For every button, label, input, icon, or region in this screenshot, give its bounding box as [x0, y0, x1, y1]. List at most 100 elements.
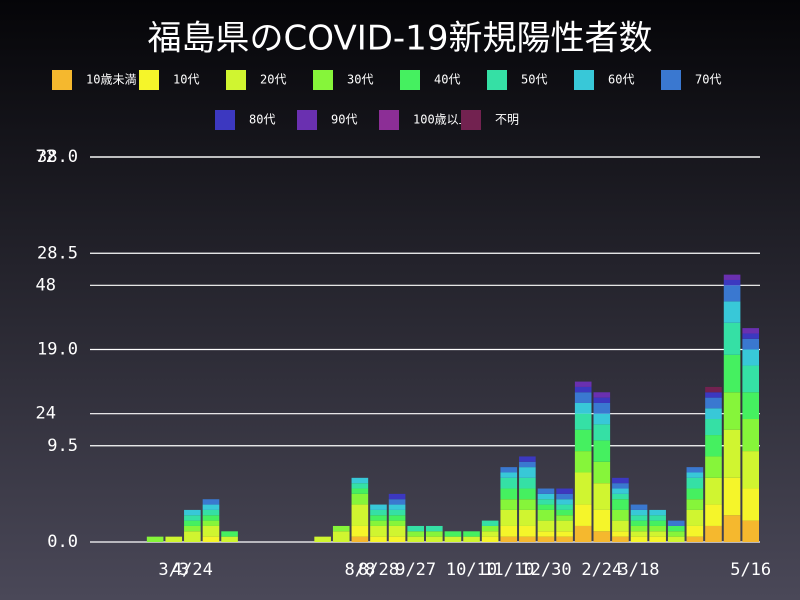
bar-segment	[723, 285, 741, 302]
bar-segment	[481, 531, 499, 537]
bar-segment	[705, 435, 722, 457]
bar-segment	[537, 499, 555, 505]
legend-swatch	[139, 70, 159, 90]
bar-segment	[723, 301, 741, 323]
bar-segment	[742, 419, 759, 452]
bar-segment	[723, 274, 741, 280]
bar-segment	[742, 365, 759, 393]
bar-segment	[481, 520, 499, 526]
bar-segment	[184, 520, 201, 526]
bar-segment	[202, 515, 220, 521]
bar-segment	[184, 531, 201, 542]
bar-segment	[426, 536, 443, 542]
bar-segment	[705, 392, 722, 398]
bar-segment	[705, 386, 722, 393]
bar-segment	[723, 515, 741, 542]
bar-segment	[519, 509, 536, 526]
bar-segment	[519, 536, 536, 542]
bar-segment	[723, 392, 741, 430]
legend-swatch	[52, 70, 72, 90]
bar-segment	[351, 536, 369, 542]
bar-segment	[500, 488, 518, 500]
x-tick-label: 11/10	[483, 560, 534, 580]
bar-segment	[519, 461, 536, 468]
bar-segment	[370, 509, 387, 516]
bar-segment	[556, 499, 573, 505]
bar-segment	[388, 525, 406, 537]
bar-segment	[593, 402, 611, 414]
bar-segment	[556, 504, 573, 510]
y-tick-label: 72	[36, 147, 56, 167]
bar-segment	[221, 536, 238, 542]
bar-segment	[742, 349, 759, 366]
y2-tick-label: 28.5	[37, 243, 78, 263]
bar-segment	[351, 477, 369, 484]
bar-segment	[500, 472, 518, 478]
legend-swatch	[226, 70, 246, 90]
bar-segment	[705, 477, 722, 505]
bar-segment	[593, 424, 611, 441]
bar-segment	[202, 509, 220, 516]
bar-segment	[407, 525, 424, 532]
bar-segment	[407, 531, 424, 537]
bar-segment	[332, 525, 350, 532]
bar-segment	[574, 429, 592, 452]
bar-segment	[444, 536, 462, 542]
bar-segment	[388, 504, 406, 510]
bar-segment	[426, 525, 443, 532]
bar-segment	[593, 509, 611, 532]
bar-segment	[593, 413, 611, 425]
bar-segment	[556, 509, 573, 516]
bar-segment	[202, 525, 220, 537]
bar-segment	[388, 515, 406, 521]
bar-segment	[723, 322, 741, 355]
bar-segment	[481, 536, 499, 542]
bar-segment	[742, 333, 759, 339]
bar-segment	[444, 531, 462, 537]
bar-segment	[388, 520, 406, 526]
x-tick-label: 8/8	[345, 560, 376, 580]
bar-segment	[537, 531, 555, 537]
bar-segment	[742, 488, 759, 521]
bar-segment	[630, 536, 648, 542]
bar-segment	[593, 392, 611, 398]
bar-segment	[630, 504, 648, 510]
bar-segment	[184, 515, 201, 521]
bar-segment	[705, 504, 722, 526]
legend-label: 20代	[260, 73, 286, 87]
bar-segment	[667, 520, 685, 526]
bar-segment	[351, 525, 369, 537]
bar-segment	[500, 525, 518, 537]
bar-segment	[742, 392, 759, 420]
x-tick-label: 8/28	[358, 560, 399, 580]
y2-tick-label: 0.0	[47, 532, 78, 552]
bar-segment	[612, 477, 629, 484]
y2-tick-label: 19.0	[37, 340, 78, 360]
bar-segment	[519, 456, 536, 462]
legend-label: 70代	[695, 73, 721, 87]
bar-segment	[649, 515, 666, 521]
legend-label: 50代	[521, 73, 547, 87]
bar-segment	[463, 531, 480, 537]
bar-segment	[705, 397, 722, 409]
legend-label: 不明	[495, 113, 519, 127]
bar-segment	[686, 472, 704, 478]
bar-segment	[705, 456, 722, 478]
bar-segment	[519, 477, 536, 489]
x-tick-label: 3/3	[158, 560, 189, 580]
bar-segment	[351, 493, 369, 505]
bar-segment	[388, 536, 406, 542]
y2-tick-label: 38.0	[37, 147, 78, 167]
legend-swatch	[461, 110, 481, 130]
bar-segment	[388, 509, 406, 516]
chart-title: 福島県のCOVID-19新規陽性者数	[148, 19, 653, 59]
bar-segment	[742, 451, 759, 489]
legend-label: 10代	[173, 73, 199, 87]
bar-segment	[537, 504, 555, 510]
bar-segment	[332, 531, 350, 542]
legend-swatch	[574, 70, 594, 90]
bar-segment	[686, 488, 704, 500]
legend-label: 10歳未満	[86, 73, 136, 87]
legend-label: 30代	[347, 73, 373, 87]
